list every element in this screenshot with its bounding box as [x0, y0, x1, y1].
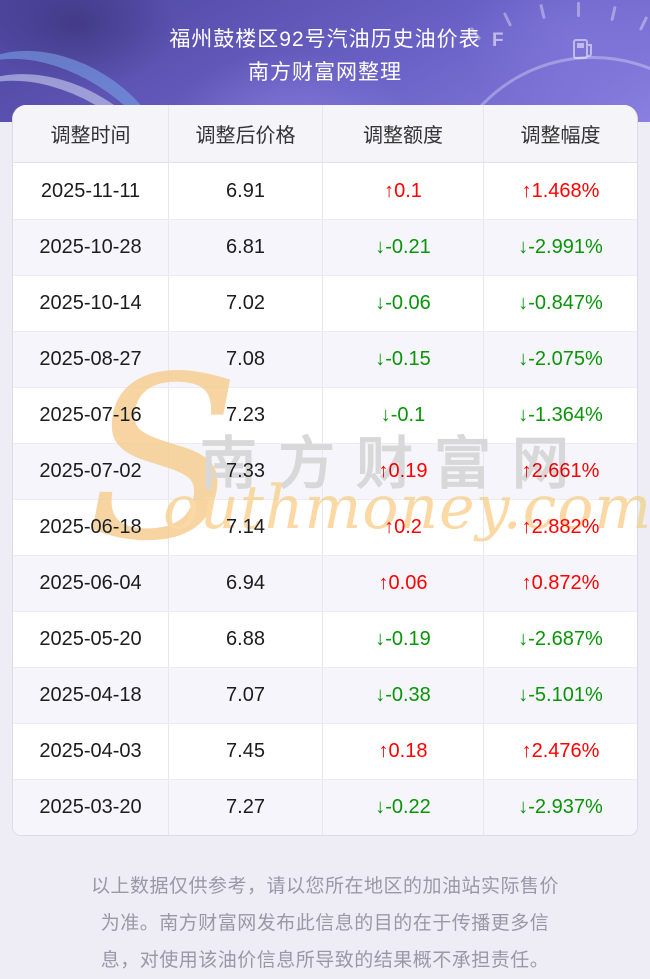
cell-percent: ↑2.476% [483, 724, 637, 779]
table-body: 2025-11-11 6.91 ↑0.1 ↑1.468% 2025-10-28 6.81 ↓… [13, 163, 637, 835]
disclaimer: 以上数据仅供参考，请以您所在地区的加油站实际售价 为准。南方财富网发布此信息的目… [45, 868, 605, 979]
table-row: 2025-05-20 6.88 ↓-0.19 ↓-2.687% [13, 611, 637, 667]
table-header-row: 调整时间 调整后价格 调整额度 调整幅度 [13, 105, 637, 163]
page-header: F 福州鼓楼区92号汽油历史油价表 南方财富网整理 [0, 0, 650, 122]
cell-date: 2025-04-03 [39, 740, 142, 762]
cell-price: 7.27 [168, 780, 322, 835]
cell-date: 2025-06-04 [39, 572, 142, 594]
table-row: 2025-06-18 7.14 ↑0.2 ↑2.882% [13, 499, 637, 555]
cell-percent: ↑0.872% [483, 556, 637, 611]
disclaimer-line: 息，对使用该油价信息所导致的结果概不承担责任。 [100, 950, 550, 971]
cell-change: ↑0.18 [322, 724, 483, 779]
cell-price: 7.08 [168, 332, 322, 387]
table-row: 2025-08-27 7.08 ↓-0.15 ↓-2.075% [13, 331, 637, 387]
cell-percent: ↓-5.101% [483, 668, 637, 723]
cell-percent: ↑1.468% [483, 163, 637, 219]
table-row: 2025-06-04 6.94 ↑0.06 ↑0.872% [13, 555, 637, 611]
cell-price: 6.88 [168, 612, 322, 667]
gauge-tick-icon [577, 2, 580, 17]
cell-percent: ↓-1.364% [483, 388, 637, 443]
cell-change: ↓-0.06 [322, 276, 483, 331]
cell-date: 2025-07-16 [39, 404, 142, 426]
cell-change: ↓-0.22 [322, 780, 483, 835]
page-title: 福州鼓楼区92号汽油历史油价表 [169, 28, 481, 51]
disclaimer-line: 以上数据仅供参考，请以您所在地区的加油站实际售价 [90, 876, 559, 897]
table-row: 2025-11-11 6.91 ↑0.1 ↑1.468% [13, 163, 637, 219]
cell-percent: ↑2.661% [483, 444, 637, 499]
cell-price: 6.94 [168, 556, 322, 611]
page-subtitle: 南方财富网整理 [248, 61, 402, 84]
cell-date: 2025-11-11 [40, 179, 141, 202]
cell-date: 2025-10-14 [39, 292, 142, 314]
cell-percent: ↓-2.687% [483, 612, 637, 667]
cell-change: ↓-0.15 [322, 332, 483, 387]
cell-change: ↓-0.19 [322, 612, 483, 667]
cell-date: 2025-10-28 [39, 236, 142, 258]
price-table: 调整时间 调整后价格 调整额度 调整幅度 2025-11-11 6.91 ↑0.1 ↑… [12, 105, 638, 836]
cell-change: ↑0.2 [322, 500, 483, 555]
col-header-change: 调整额度 [322, 105, 483, 162]
table-row: 2025-07-16 7.23 ↓-0.1 ↓-1.364% [13, 387, 637, 443]
cell-percent: ↓-2.075% [483, 332, 637, 387]
fuel-pump-icon [570, 36, 596, 67]
cell-change: ↑0.1 [322, 163, 483, 219]
cell-date: 2025-05-20 [39, 628, 142, 650]
cell-percent: ↓-2.937% [483, 780, 637, 835]
cell-date: 2025-03-20 [39, 796, 142, 818]
table-row: 2025-03-20 7.27 ↓-0.22 ↓-2.937% [13, 779, 637, 835]
cell-percent: ↓-2.991% [483, 220, 637, 275]
table-row: 2025-04-18 7.07 ↓-0.38 ↓-5.101% [13, 667, 637, 723]
col-header-price: 调整后价格 [168, 105, 322, 162]
cell-change: ↑0.06 [322, 556, 483, 611]
cell-price: 7.02 [168, 276, 322, 331]
cell-price: 7.07 [168, 668, 322, 723]
cell-percent: ↓-0.847% [483, 276, 637, 331]
col-header-percent: 调整幅度 [483, 105, 637, 162]
gauge-full-label: F [492, 30, 504, 51]
cell-percent: ↑2.882% [483, 500, 637, 555]
table-row: 2025-10-28 6.81 ↓-0.21 ↓-2.991% [13, 219, 637, 275]
cell-change: ↑0.19 [322, 444, 483, 499]
cell-price: 6.81 [168, 220, 322, 275]
cell-price: 7.33 [168, 444, 322, 499]
cell-change: ↓-0.21 [322, 220, 483, 275]
table-row: 2025-04-03 7.45 ↑0.18 ↑2.476% [13, 723, 637, 779]
disclaimer-line: 为准。南方财富网发布此信息的目的在于传播更多信 [100, 913, 550, 934]
cell-date: 2025-04-18 [39, 684, 142, 706]
cell-price: 7.45 [168, 724, 322, 779]
table-row: 2025-10-14 7.02 ↓-0.06 ↓-0.847% [13, 275, 637, 331]
cell-date: 2025-08-27 [39, 348, 142, 370]
cell-date: 2025-06-18 [39, 516, 142, 538]
table-row: 2025-07-02 7.33 ↑0.19 ↑2.661% [13, 443, 637, 499]
cell-change: ↓-0.1 [322, 388, 483, 443]
cell-price: 7.14 [168, 500, 322, 555]
cell-price: 7.23 [168, 388, 322, 443]
cell-change: ↓-0.38 [322, 668, 483, 723]
cell-price: 6.91 [168, 163, 322, 219]
col-header-date: 调整时间 [50, 125, 131, 147]
cell-date: 2025-07-02 [39, 460, 142, 482]
